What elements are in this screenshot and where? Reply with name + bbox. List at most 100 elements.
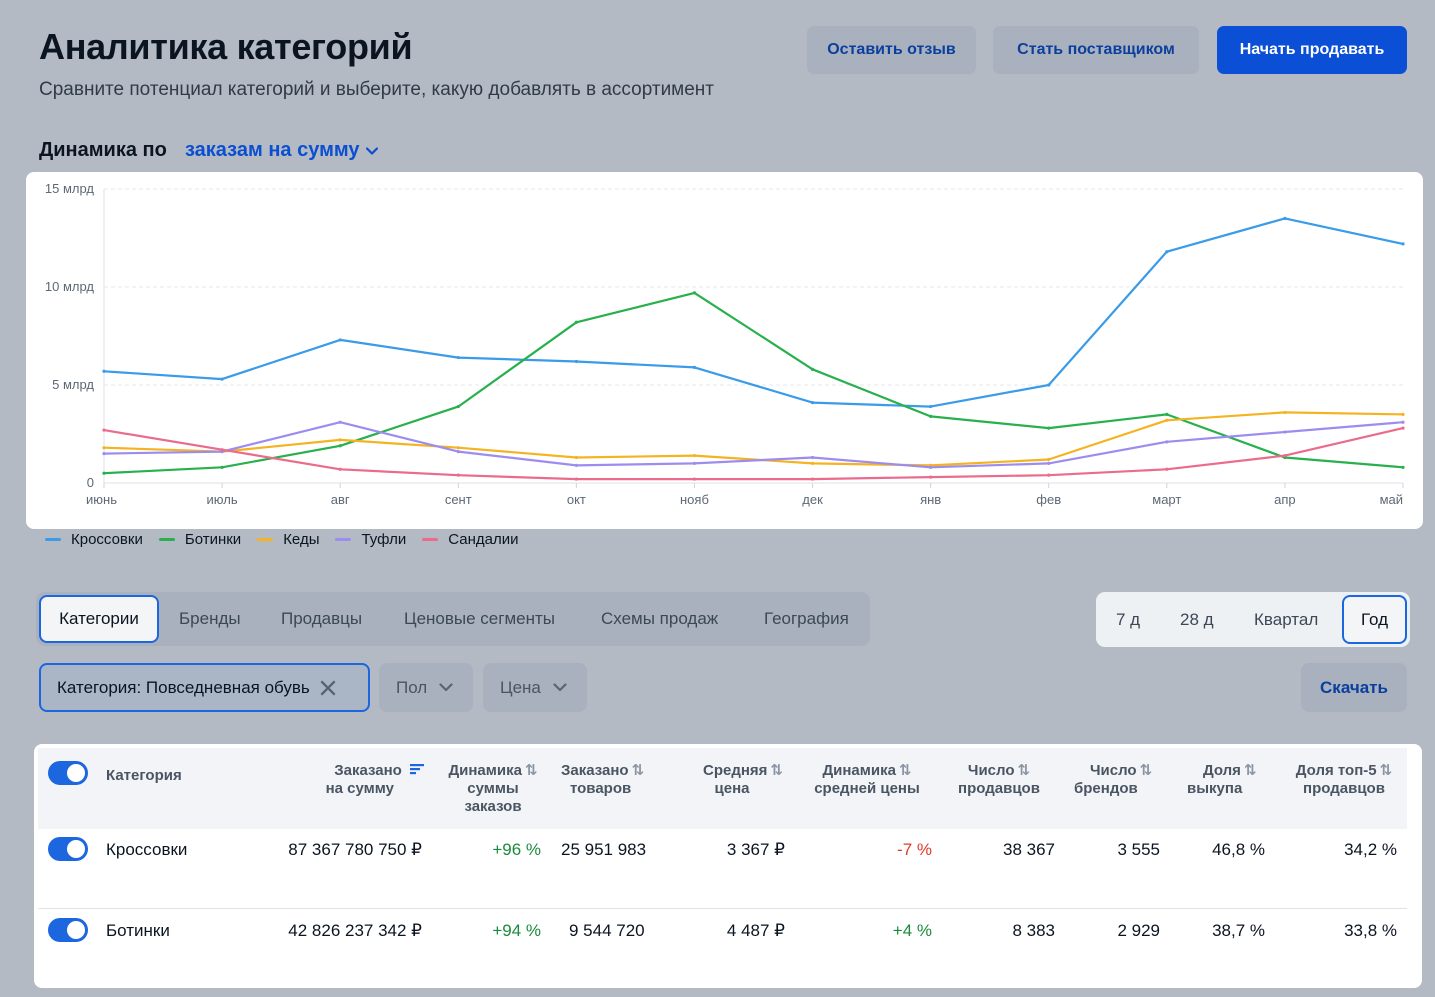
legend-swatch <box>45 538 61 541</box>
data-point <box>929 475 933 479</box>
x-tick-label: апр <box>1274 492 1296 507</box>
period-selector: 7 д 28 д Квартал Год <box>1096 592 1410 647</box>
legend-label: Туфли <box>361 531 407 548</box>
series-line-Кроссовки <box>102 217 1405 408</box>
column-ordered-items[interactable]: Заказано ⇅ товаров <box>561 762 644 798</box>
legend-item[interactable]: Ботинки <box>158 531 241 548</box>
data-point <box>1283 430 1287 434</box>
column-avg-price-dynamics-line1: Динамика <box>822 762 896 779</box>
price-filter-dropdown[interactable]: Цена <box>483 663 587 712</box>
column-sum-dynamics-line3: заказов <box>464 798 522 815</box>
y-tick-label: 10 млрд <box>45 279 95 294</box>
column-buyout-line2: выкупа <box>1187 780 1243 797</box>
data-point <box>1401 465 1405 469</box>
table-cell-top5: 34,2 % <box>1344 840 1397 859</box>
leave-feedback-button[interactable]: Оставить отзыв <box>807 26 976 74</box>
row-toggle-boots[interactable] <box>48 918 88 942</box>
column-ordered-sum[interactable]: Заказано на сумму <box>308 762 424 798</box>
column-sellers[interactable]: Число ⇅ продавцов <box>946 762 1052 798</box>
column-brands[interactable]: Число ⇅ брендов <box>1074 762 1152 798</box>
legend-label: Кроссовки <box>71 531 143 548</box>
data-point <box>1401 412 1405 416</box>
download-button[interactable]: Скачать <box>1301 663 1407 712</box>
column-ordered-sum-line1: Заказано <box>334 762 402 779</box>
column-sum-dynamics-line2: суммы <box>467 780 519 797</box>
data-point <box>810 477 815 481</box>
column-top5-share[interactable]: Доля топ-5 ⇅ продавцов <box>1284 762 1404 798</box>
period-7d[interactable]: 7 д <box>1116 609 1141 629</box>
sort-icon: ⇅ <box>524 762 538 779</box>
column-buyout[interactable]: Доля ⇅ выкупа <box>1187 762 1257 798</box>
period-28d[interactable]: 28 д <box>1180 609 1214 629</box>
table-cell-avg-price: 4 487 ₽ <box>726 921 785 940</box>
data-point <box>692 291 697 295</box>
data-point <box>810 401 815 405</box>
legend-swatch <box>158 538 175 541</box>
column-brands-line2: брендов <box>1074 780 1138 797</box>
data-point <box>338 444 342 448</box>
table-cell-category[interactable]: Кроссовки <box>106 840 188 859</box>
x-tick-label: янв <box>920 492 941 507</box>
data-point <box>810 455 815 460</box>
series-line-Туфли <box>102 421 1405 469</box>
data-point <box>338 420 342 424</box>
table-cell-avg-price-dynamics: -7 % <box>897 840 932 859</box>
legend-item[interactable]: Кроссовки <box>45 531 143 548</box>
column-buyout-line1: Доля <box>1203 762 1241 779</box>
data-point <box>574 455 578 460</box>
x-tick-label: март <box>1152 492 1181 507</box>
data-point <box>1165 418 1169 422</box>
sort-icon: ⇅ <box>1139 762 1153 779</box>
tab-sellers[interactable]: Продавцы <box>281 609 363 628</box>
x-tick-label: июль <box>207 492 238 507</box>
start-selling-button[interactable]: Начать продавать <box>1217 26 1407 74</box>
column-category[interactable]: Категория <box>106 767 182 784</box>
dynamics-metric-dropdown[interactable]: заказам на сумму <box>185 139 378 162</box>
data-point <box>1165 412 1169 416</box>
row-toggle-sneakers[interactable] <box>48 837 88 861</box>
data-point <box>102 446 106 450</box>
tab-sales-schemes[interactable]: Схемы продаж <box>601 609 719 628</box>
period-year[interactable]: Год <box>1342 595 1407 644</box>
y-tick-label: 0 <box>87 475 94 490</box>
price-filter-label: Цена <box>500 677 541 697</box>
data-point <box>574 359 578 364</box>
table-cell-category[interactable]: Ботинки <box>106 921 170 940</box>
tab-brands[interactable]: Бренды <box>179 609 241 628</box>
table-header: Категория Заказано на сумму Динамика ⇅ су… <box>38 748 1407 829</box>
legend-item[interactable]: Туфли <box>335 531 406 548</box>
data-point <box>1165 440 1169 444</box>
tab-geography[interactable]: География <box>764 609 849 628</box>
period-quarter[interactable]: Квартал <box>1254 609 1319 629</box>
sort-icon: ⇅ <box>898 762 912 779</box>
data-point <box>574 320 578 324</box>
column-sum-dynamics[interactable]: Динамика ⇅ суммы заказов <box>438 762 548 816</box>
table-cell-brands: 2 929 <box>1117 921 1160 940</box>
tab-categories[interactable]: Категории <box>39 595 159 643</box>
table-cell-avg-price-dynamics: +4 % <box>892 921 932 940</box>
category-filter-chip[interactable]: Категория: Повседневная обувь <box>39 663 370 712</box>
close-icon[interactable] <box>320 680 336 696</box>
table-cell-ordered-items: 9 544 720 <box>569 921 645 940</box>
tab-price-segments[interactable]: Ценовые сегменты <box>404 609 555 628</box>
column-ordered-items-line1: Заказано <box>561 762 629 779</box>
table-cell-ordered-sum: 87 367 780 750 ₽ <box>288 840 422 859</box>
legend-item[interactable]: Кеды <box>257 531 319 548</box>
column-top5-share-line2: продавцов <box>1303 780 1385 797</box>
series-line-Сандалии <box>102 427 1405 481</box>
data-point <box>1165 250 1169 254</box>
data-point <box>220 448 224 452</box>
data-point <box>692 365 697 369</box>
x-tick-label: сент <box>445 492 472 507</box>
table-cell-avg-price: 3 367 ₽ <box>726 840 785 859</box>
x-tick-label: окт <box>567 492 586 507</box>
data-point <box>574 477 578 481</box>
x-tick-label: май <box>1380 492 1403 507</box>
column-avg-price[interactable]: Средняя ⇅ цена <box>688 762 798 798</box>
become-supplier-button[interactable]: Стать поставщиком <box>993 26 1199 74</box>
table-cell-top5: 33,8 % <box>1344 921 1397 940</box>
column-avg-price-dynamics[interactable]: Динамика ⇅ средней цены <box>802 762 932 798</box>
select-all-toggle[interactable] <box>48 761 88 785</box>
legend-item[interactable]: Сандалии <box>422 531 519 548</box>
gender-filter-dropdown[interactable]: Пол <box>379 663 473 712</box>
